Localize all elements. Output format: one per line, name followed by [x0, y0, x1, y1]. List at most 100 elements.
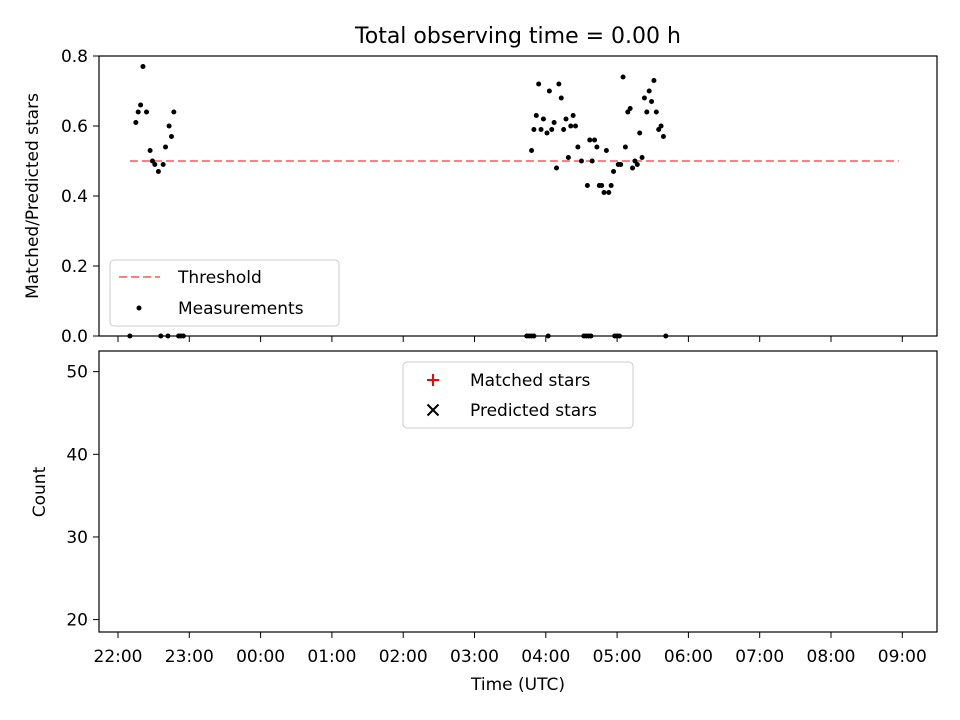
x-tick-label: 05:00 — [593, 647, 642, 667]
measurement-point — [140, 64, 146, 69]
measurement-point — [540, 116, 546, 122]
measurement-point — [558, 95, 564, 101]
count-panel-frame — [98, 350, 938, 633]
measurement-point — [144, 109, 150, 115]
measurement-point — [658, 123, 664, 129]
legend-matched-label: Matched stars — [470, 371, 590, 391]
y-tick-label: 0.0 — [61, 327, 88, 347]
legend-predicted-label: Predicted stars — [470, 401, 597, 421]
measurement-point — [649, 99, 655, 104]
measurement-point — [637, 130, 643, 136]
measurement-point — [618, 162, 624, 167]
measurement-point — [646, 88, 652, 94]
measurement-point — [575, 144, 581, 150]
x-tick-label: 06:00 — [664, 647, 713, 667]
measurement-point — [594, 144, 600, 150]
measurement-point — [133, 120, 139, 125]
measurement-point — [653, 109, 659, 115]
measurement-point — [546, 88, 552, 94]
measurement-point — [171, 109, 177, 115]
measurement-point — [592, 137, 598, 143]
y-tick-label: 0.6 — [61, 117, 88, 137]
measurement-point — [625, 109, 631, 115]
measurement-point — [538, 127, 544, 132]
measurement-point — [556, 81, 562, 87]
legend-box — [402, 361, 634, 429]
figure-title: Total observing time = 0.00 h — [354, 24, 681, 49]
measurement-point — [531, 127, 537, 132]
measurement-point — [570, 113, 576, 118]
measurement-point — [553, 165, 559, 171]
measurement-point — [529, 148, 535, 153]
count-x-axis: 22:00 23:00 00:00 01:00 02:00 03:00 04:00 05:00… — [94, 632, 927, 667]
ratio-panel: 0.00.20.40.60.8 Matched/Predicted stars … — [23, 47, 938, 347]
x-tick-label: 04:00 — [521, 647, 570, 667]
x-tick-label: 23:00 — [165, 647, 214, 667]
legend-box — [109, 259, 340, 327]
measurement-point — [155, 169, 161, 174]
y-tick-label: 0.4 — [61, 187, 88, 207]
y-tick-label: 30 — [66, 528, 88, 548]
x-tick-label: 01:00 — [307, 647, 356, 667]
measurement-point — [644, 109, 650, 115]
measurement-point — [163, 144, 169, 150]
measurement-point — [656, 127, 662, 132]
y-tick-label: 20 — [66, 611, 88, 631]
count-legend: Matched stars Predicted stars — [402, 361, 634, 429]
measurement-point — [601, 190, 607, 195]
measurement-point — [551, 120, 557, 125]
measurement-point — [565, 155, 571, 160]
x-tick-label: 07:00 — [735, 647, 784, 667]
measurement-point — [549, 127, 555, 132]
measurement-point — [651, 78, 657, 83]
y-tick-label: 50 — [66, 363, 88, 383]
measurement-point — [568, 123, 574, 129]
measurement-point — [660, 134, 666, 139]
measurement-point — [611, 169, 617, 174]
measurement-point — [606, 190, 612, 195]
measurement-point — [639, 155, 645, 160]
x-tick-label: 03:00 — [450, 647, 499, 667]
x-tick-label: 08:00 — [807, 647, 856, 667]
legend-measurements-swatch — [136, 305, 142, 311]
measurement-point — [573, 123, 579, 129]
count-panel: 20 30 40 50 22:00 23:00 00:00 01:00 02:00 03:00 0… — [30, 350, 938, 695]
measurement-point — [627, 106, 633, 111]
measurement-point — [166, 123, 172, 129]
x-tick-label: 09:00 — [878, 647, 927, 667]
ratio-y-axis: 0.0 0.2 0.4 0.6 0.8 — [61, 47, 99, 347]
measurement-point — [561, 127, 567, 132]
measurement-point — [622, 144, 628, 150]
measurement-point — [578, 158, 584, 164]
measurement-point — [632, 158, 638, 164]
measurement-point — [634, 162, 640, 167]
count-y-axis-label: Count — [30, 466, 50, 517]
measurement-point — [620, 74, 626, 80]
measurement-point — [147, 148, 153, 153]
measurement-point — [152, 162, 158, 167]
count-x-axis-label: Time (UTC) — [470, 675, 565, 695]
measurement-point — [536, 81, 542, 87]
legend-measurements-label: Measurements — [178, 299, 304, 319]
legend-threshold-label: Threshold — [177, 268, 262, 288]
measurement-point — [138, 102, 144, 108]
measurement-point — [608, 183, 614, 188]
measurement-point — [587, 137, 593, 143]
y-tick-label: 0.2 — [61, 257, 88, 277]
ratio-plot-area — [127, 64, 899, 339]
x-tick-label: 00:00 — [236, 647, 285, 667]
ratio-legend: Threshold Measurements — [109, 259, 340, 327]
measurement-point — [589, 158, 595, 164]
measurement-point — [603, 148, 609, 153]
y-tick-label: 40 — [66, 445, 88, 465]
measurement-point — [630, 165, 636, 171]
measurement-point — [160, 162, 166, 167]
measurement-point — [533, 113, 539, 118]
count-y-axis: 20 30 40 50 — [66, 363, 99, 631]
measurement-point — [168, 134, 174, 139]
measurement-point — [544, 130, 550, 136]
measurement-point — [599, 183, 605, 188]
legend-predicted-swatch — [426, 403, 440, 417]
